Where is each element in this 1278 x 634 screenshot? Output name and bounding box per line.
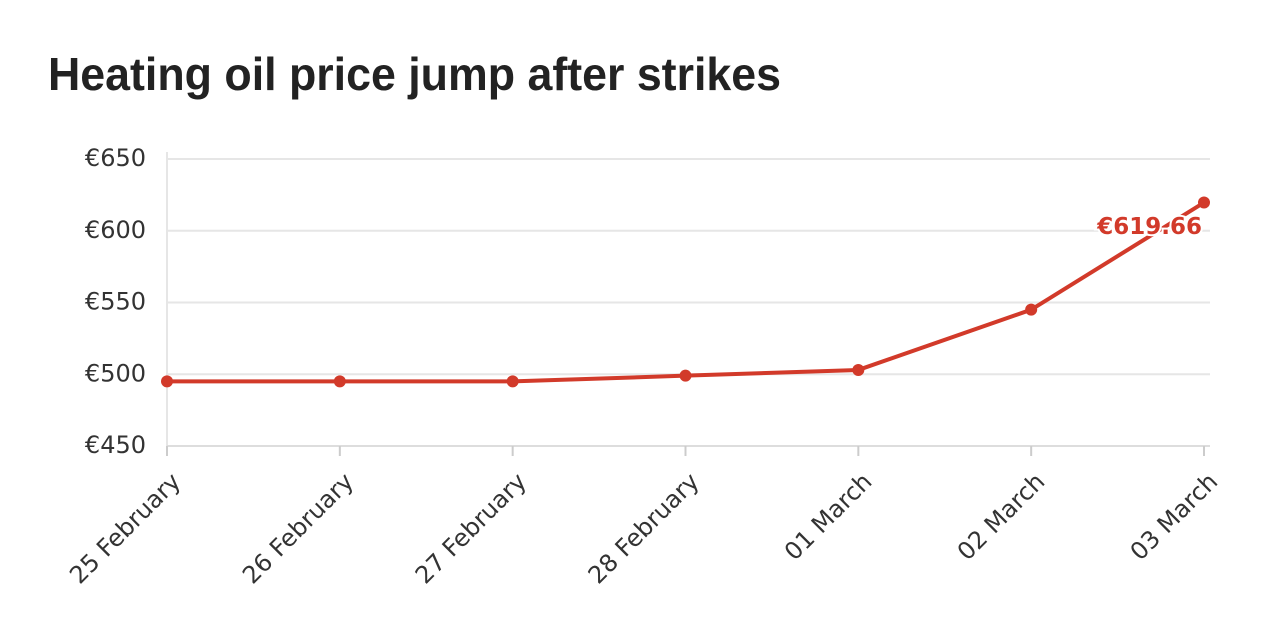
- x-tick-label: 25 February: [64, 467, 186, 589]
- y-tick-label: €550: [85, 288, 146, 316]
- point: [679, 369, 692, 382]
- x-tick-label: 28 February: [583, 467, 705, 589]
- chart-title: Heating oil price jump after strikes: [48, 48, 781, 100]
- x-tick-label: 01 March: [779, 467, 878, 566]
- y-tick-label: €500: [85, 359, 146, 387]
- point: [1198, 196, 1210, 209]
- point: [1025, 303, 1038, 316]
- y-tick-label: €650: [85, 144, 146, 172]
- point: [852, 363, 865, 376]
- x-tick-label: 26 February: [237, 467, 359, 589]
- y-tick-label: €600: [85, 216, 146, 244]
- x-tick-label: 27 February: [410, 467, 532, 589]
- point: [506, 375, 519, 388]
- line: [167, 200, 1206, 384]
- y-tick-label: €450: [85, 431, 146, 459]
- point: [161, 375, 173, 388]
- x-tick-label: 02 March: [952, 467, 1051, 566]
- point: [333, 375, 346, 388]
- x-tick-label: 03 March: [1125, 467, 1224, 566]
- value-label: €619.66: [1096, 214, 1202, 240]
